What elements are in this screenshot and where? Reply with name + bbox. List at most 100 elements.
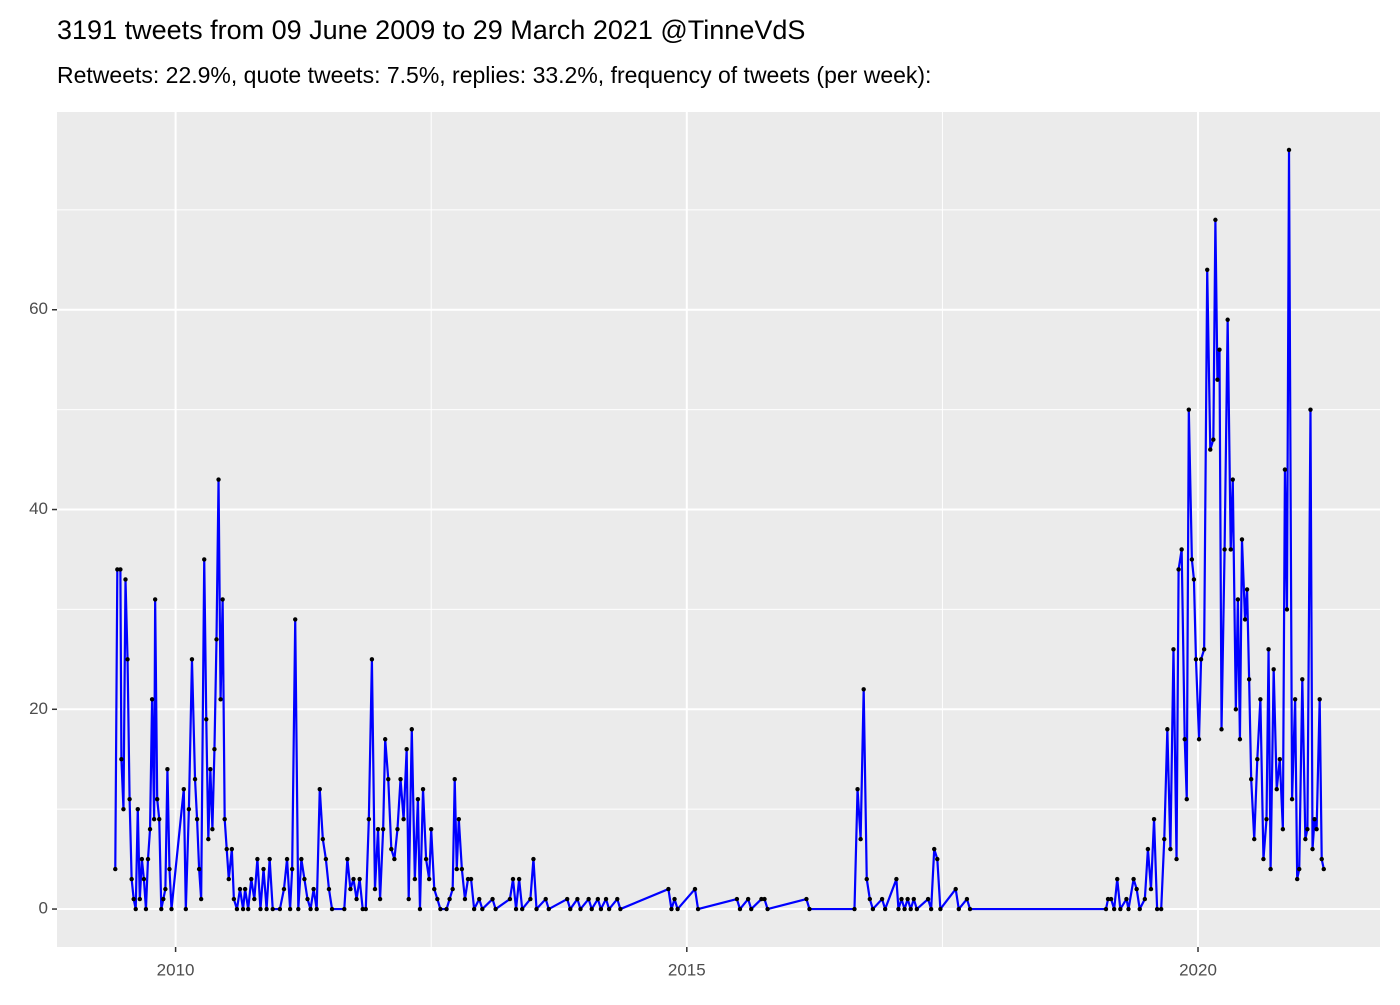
point — [208, 767, 213, 772]
point — [121, 806, 126, 812]
point — [293, 617, 298, 622]
point — [277, 906, 283, 912]
point — [1242, 617, 1248, 622]
point — [618, 906, 623, 912]
point — [1266, 647, 1271, 652]
point — [149, 697, 155, 702]
point — [151, 816, 157, 822]
point — [882, 906, 888, 912]
point — [737, 906, 743, 912]
point — [382, 737, 388, 742]
point — [1235, 597, 1241, 602]
point — [305, 896, 310, 902]
point — [908, 906, 913, 912]
point — [452, 777, 457, 782]
point — [480, 906, 485, 912]
point — [546, 906, 551, 912]
point — [1230, 477, 1235, 482]
point — [181, 786, 186, 792]
point — [222, 816, 227, 822]
y-tick-label: 40 — [29, 499, 48, 518]
point — [314, 906, 319, 912]
point — [1317, 697, 1322, 702]
point — [406, 896, 411, 902]
point — [189, 657, 195, 662]
point — [1115, 876, 1120, 882]
point — [392, 856, 397, 862]
point — [152, 597, 158, 602]
point — [1148, 886, 1154, 892]
point — [165, 767, 170, 772]
point — [202, 557, 207, 562]
point — [1131, 876, 1136, 882]
point — [366, 816, 372, 822]
point — [1233, 707, 1239, 712]
point — [357, 876, 362, 882]
point — [477, 896, 482, 902]
point — [218, 697, 223, 702]
point — [438, 906, 443, 912]
point — [1286, 147, 1292, 153]
point — [471, 906, 477, 912]
point — [115, 567, 120, 572]
point — [1168, 846, 1173, 852]
point — [1191, 577, 1197, 582]
point — [672, 896, 677, 902]
point — [759, 896, 764, 902]
point — [749, 906, 754, 912]
point — [855, 786, 860, 792]
point — [1213, 217, 1218, 223]
point — [311, 886, 316, 892]
point — [1108, 896, 1114, 902]
point — [1274, 786, 1279, 792]
point — [669, 906, 674, 912]
point — [1246, 677, 1252, 682]
point — [395, 826, 400, 832]
point — [1103, 906, 1109, 912]
point — [568, 906, 573, 912]
x-tick-label: 2015 — [668, 960, 706, 979]
point — [734, 896, 740, 902]
point — [852, 906, 857, 912]
point — [1134, 886, 1139, 892]
point — [369, 657, 375, 662]
point — [745, 896, 751, 902]
point — [861, 687, 866, 692]
point — [131, 896, 136, 902]
point — [270, 906, 275, 912]
point — [870, 906, 876, 912]
point — [595, 896, 601, 902]
point — [423, 856, 429, 862]
point — [1252, 836, 1257, 842]
point — [858, 836, 863, 842]
x-tick-label: 2020 — [1179, 960, 1217, 979]
point — [145, 856, 151, 862]
point — [183, 906, 189, 912]
point — [953, 886, 958, 892]
point — [435, 896, 440, 902]
point — [1111, 906, 1117, 912]
point — [902, 906, 907, 912]
point — [444, 906, 449, 912]
point — [1282, 467, 1288, 472]
point — [194, 816, 200, 822]
point — [1124, 896, 1129, 902]
point — [956, 906, 961, 912]
point — [1179, 547, 1184, 552]
point — [242, 886, 248, 892]
point — [1154, 906, 1160, 912]
point — [928, 906, 934, 912]
point — [237, 886, 243, 892]
point — [1297, 866, 1302, 872]
point — [326, 886, 332, 892]
point — [603, 896, 609, 902]
x-tick-label: 2010 — [157, 960, 195, 979]
point — [456, 816, 462, 822]
point — [586, 896, 591, 902]
point — [192, 777, 198, 782]
point — [675, 906, 680, 912]
point — [229, 846, 235, 852]
point — [169, 906, 174, 912]
point — [159, 906, 164, 912]
point — [409, 727, 414, 732]
